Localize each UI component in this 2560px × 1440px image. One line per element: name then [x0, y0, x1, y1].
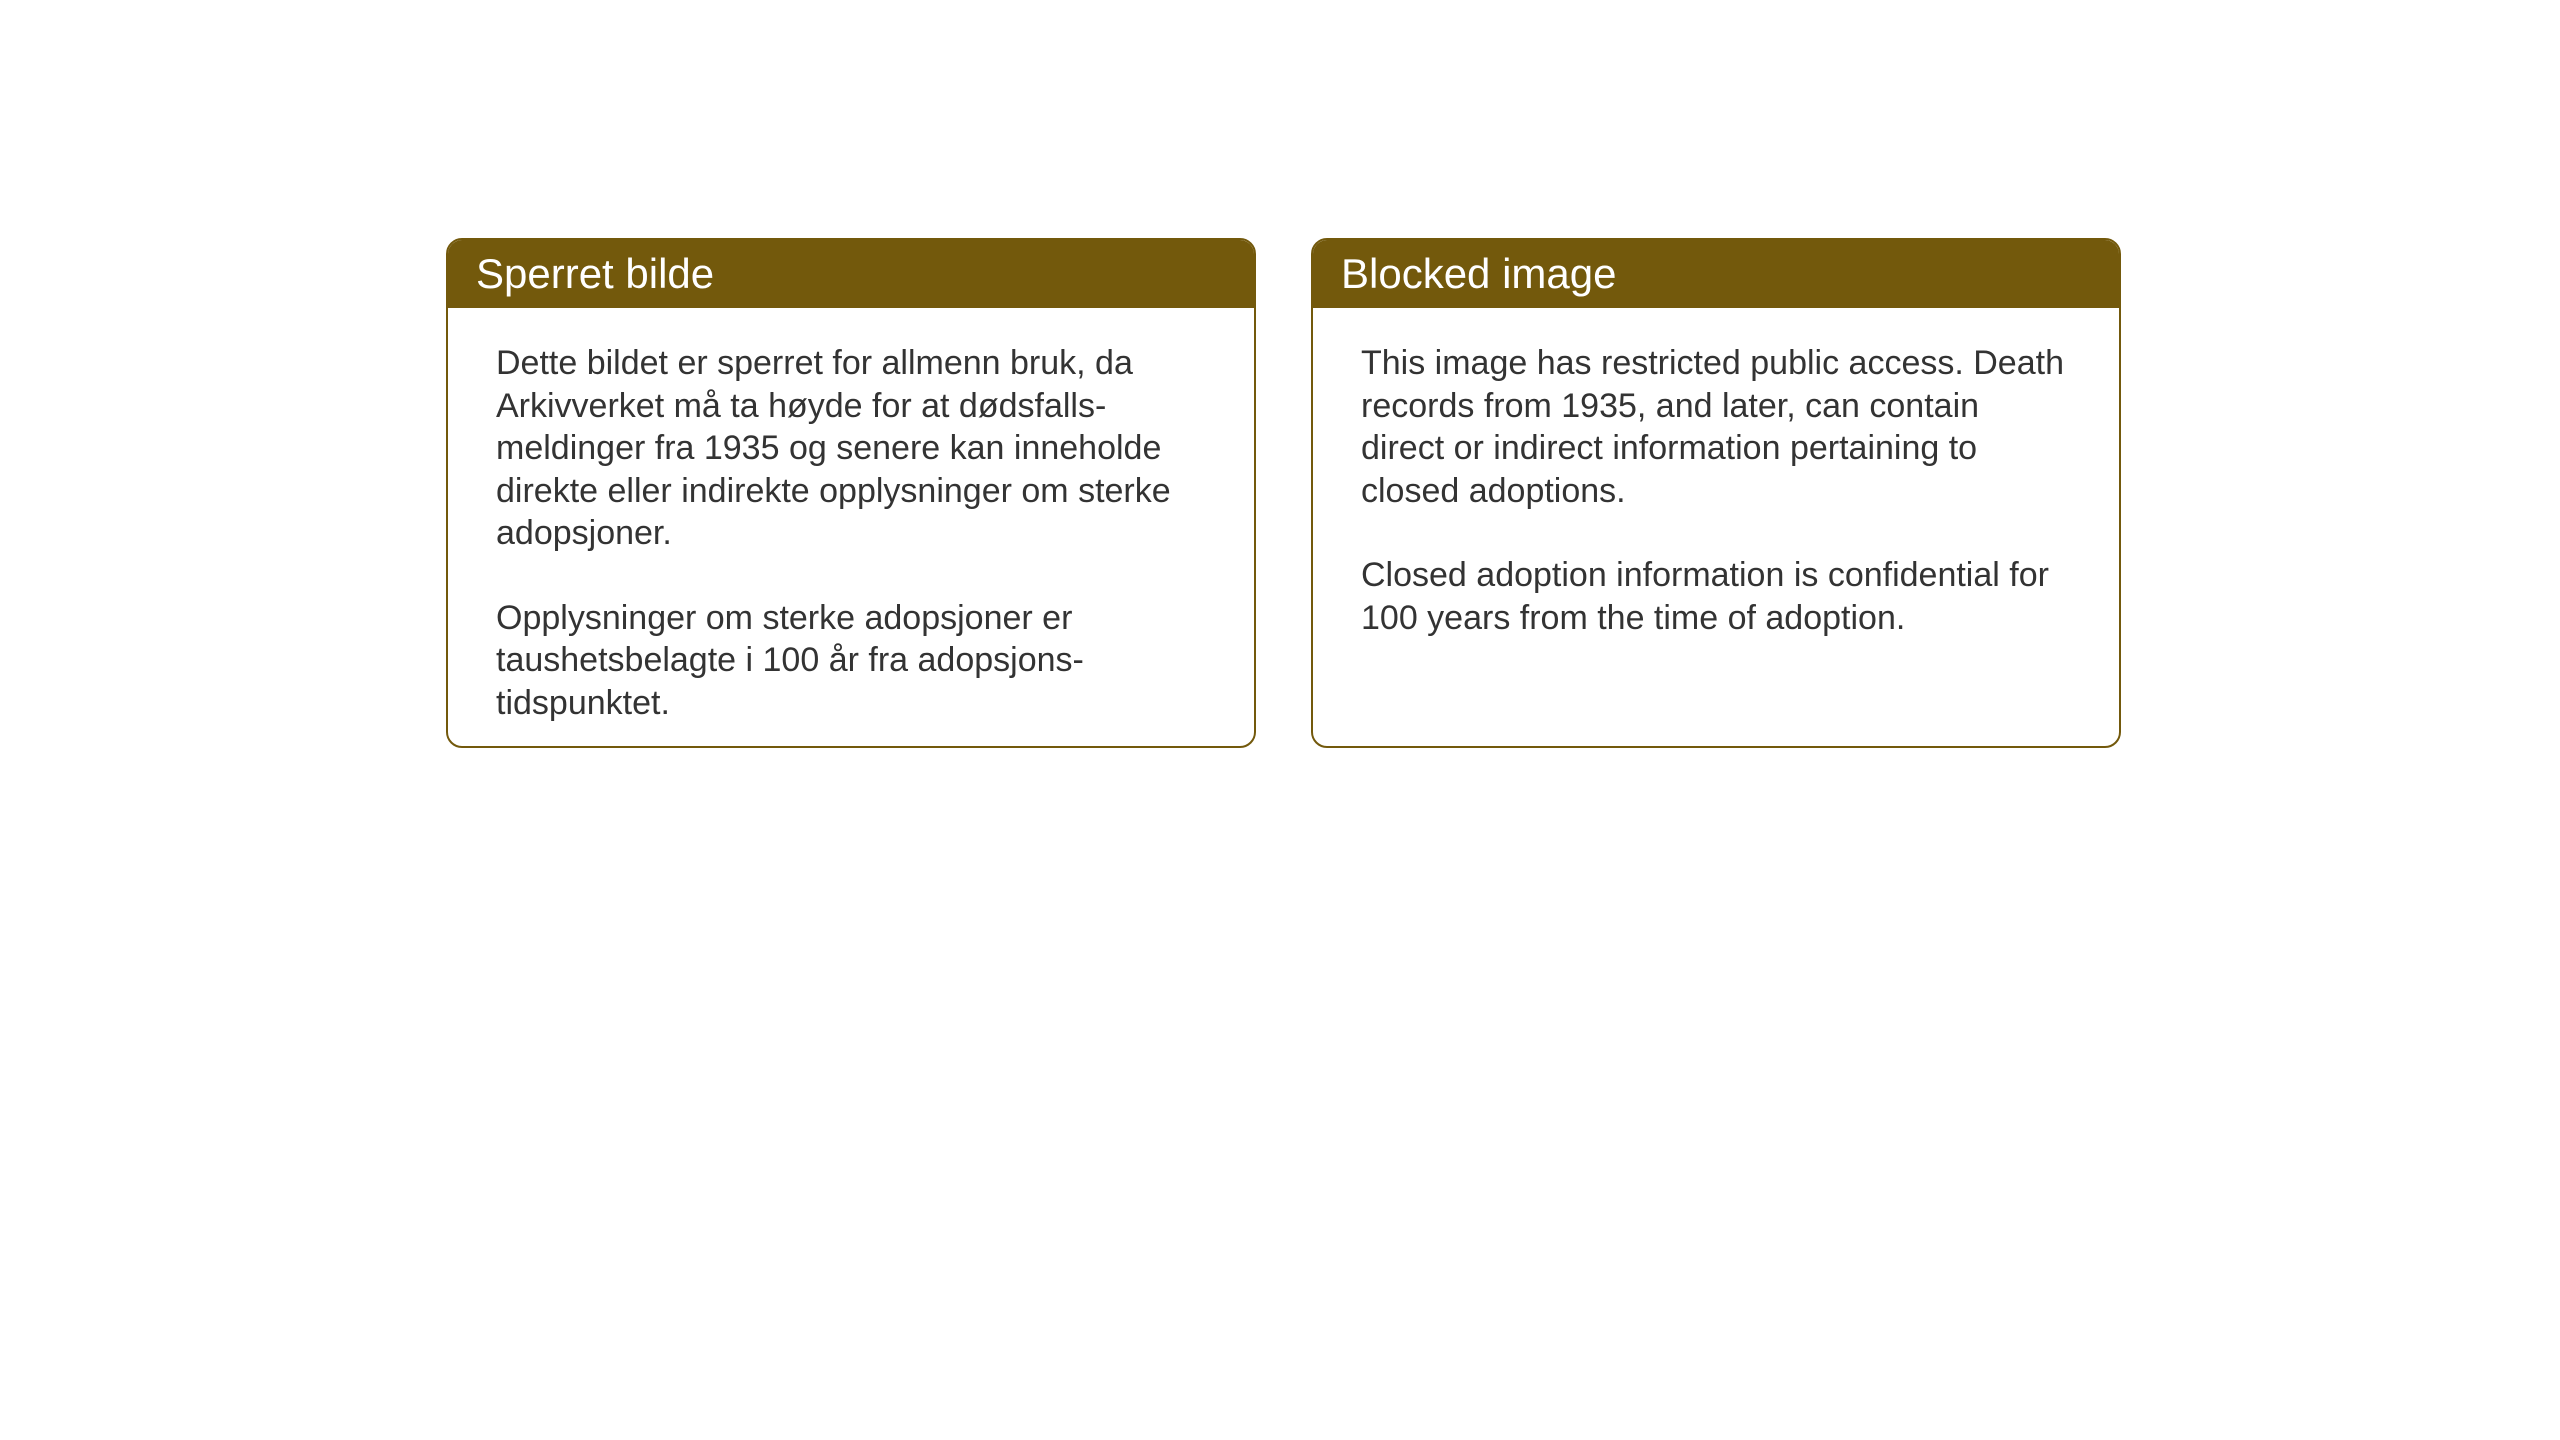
card-paragraph-english-1: This image has restricted public access.…: [1361, 342, 2071, 512]
card-body-norwegian: Dette bildet er sperret for allmenn bruk…: [448, 308, 1254, 748]
card-header-english: Blocked image: [1313, 240, 2119, 308]
card-paragraph-norwegian-2: Opplysninger om sterke adopsjoner er tau…: [496, 597, 1206, 725]
notice-card-norwegian: Sperret bilde Dette bildet er sperret fo…: [446, 238, 1256, 748]
card-body-english: This image has restricted public access.…: [1313, 308, 2119, 673]
card-paragraph-norwegian-1: Dette bildet er sperret for allmenn bruk…: [496, 342, 1206, 555]
card-title-english: Blocked image: [1341, 250, 1616, 297]
card-header-norwegian: Sperret bilde: [448, 240, 1254, 308]
notice-card-english: Blocked image This image has restricted …: [1311, 238, 2121, 748]
notice-container: Sperret bilde Dette bildet er sperret fo…: [446, 238, 2121, 748]
card-paragraph-english-2: Closed adoption information is confident…: [1361, 554, 2071, 639]
card-title-norwegian: Sperret bilde: [476, 250, 714, 297]
